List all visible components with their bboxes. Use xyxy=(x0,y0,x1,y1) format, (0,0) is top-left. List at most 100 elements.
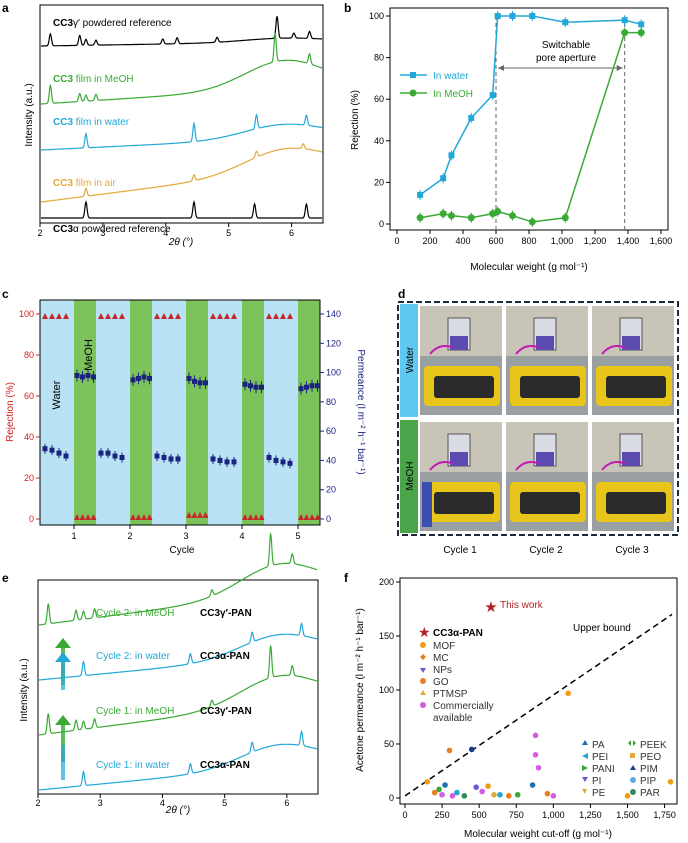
panel-f-point xyxy=(446,747,453,754)
panel-f-point xyxy=(468,746,475,753)
panel-c-perm-meoh-point xyxy=(80,374,85,380)
panel-d-tube xyxy=(429,345,455,355)
legend-mof-icon xyxy=(420,642,426,648)
panel-c-rej-water-point xyxy=(273,313,279,320)
panel-f-ylabel: Acetone permeance (l m⁻² h⁻¹ bar⁻¹) xyxy=(355,608,366,772)
panel-c-perm-meoh-point xyxy=(130,377,136,383)
panel-e-phase-2: CC3α-PAN xyxy=(200,651,250,662)
panel-c-perm-water-point xyxy=(63,453,69,459)
legend-mc: MC xyxy=(433,653,449,664)
panel-b-point-meoh xyxy=(528,218,536,226)
panel-c-perm-water-point xyxy=(168,456,174,462)
legend-peo-icon xyxy=(630,753,635,758)
panel-c-perm-meoh-point xyxy=(242,381,248,387)
panel-d-beaker-liquid xyxy=(536,336,554,350)
panel-a-trace-5 xyxy=(41,200,322,219)
panel-b-legend-meoh-marker xyxy=(409,89,417,97)
panel-b-xtick-label: 0 xyxy=(394,236,399,246)
panel-f-xtick-label: 0 xyxy=(402,810,407,820)
panel-f-point xyxy=(442,782,448,788)
panel-c-perm-meoh-point xyxy=(192,378,197,384)
panel-c-perm-meoh-point xyxy=(136,375,141,381)
panel-c-ytick-right-label: 0 xyxy=(326,514,331,524)
panel-f-point xyxy=(485,783,491,789)
panel-c-perm-meoh-point xyxy=(197,380,203,386)
panel-b-ytick-label: 60 xyxy=(374,94,384,104)
panel-c-band-water xyxy=(208,300,242,525)
panel-d: d Water MeOH Cycle 1 Cycle 2 Cycle 3 xyxy=(397,287,679,556)
panel-b-xtick-label: 600 xyxy=(488,236,503,246)
panel-c-rej-water-point xyxy=(287,313,293,320)
panel-c-ylabel-right: Permeance (l m⁻² h⁻¹ bar⁻¹) xyxy=(355,349,366,474)
panel-c-perm-meoh-point xyxy=(147,375,152,381)
panel-f-xtick-label: 1,000 xyxy=(542,810,565,820)
panel-c-rej-meoh-point xyxy=(298,513,304,520)
legend-peo: PEO xyxy=(640,752,661,763)
panel-c-ytick-left-label: 60 xyxy=(24,391,34,401)
panel-b-point-meoh xyxy=(447,212,455,220)
panel-d-beaker-liquid xyxy=(622,336,640,350)
panel-d-beaker-liquid xyxy=(450,452,468,466)
panel-c-perm-meoh-point xyxy=(91,374,96,380)
legend-pim-icon xyxy=(630,765,636,770)
panel-b-point-water xyxy=(638,21,645,28)
legend-commercial-1: Commercially xyxy=(433,701,494,712)
panel-e-arrow-shaft xyxy=(61,745,65,780)
legend-commercial-2: available xyxy=(433,713,473,724)
panel-b-xtick-label: 1,200 xyxy=(584,236,607,246)
panel-f-point xyxy=(624,793,631,799)
legend-go-icon xyxy=(420,678,426,684)
panel-a-trace-1 xyxy=(41,16,322,47)
panel-c-perm-water-point xyxy=(56,450,62,456)
legend-pe: PE xyxy=(592,788,606,799)
panel-c-rej-meoh-point xyxy=(191,511,198,518)
panel-c-rej-meoh-point xyxy=(309,513,315,520)
panel-b-point-water xyxy=(562,19,569,26)
panel-b-point-meoh xyxy=(439,210,447,218)
panel-f-point xyxy=(506,793,512,799)
panel-c-rej-meoh-point xyxy=(90,513,97,520)
panel-e-frame xyxy=(37,579,319,795)
panel-b-series-line-2 xyxy=(419,31,642,223)
panel-b-legend-water-marker xyxy=(410,72,416,78)
panel-e-trace-4 xyxy=(39,729,318,791)
panel-c-rej-meoh-point xyxy=(314,513,321,520)
panel-c-perm-meoh-point xyxy=(259,384,264,390)
panel-e-xtick-label: 2 xyxy=(35,798,40,808)
panel-f-this-work-star: ★ xyxy=(484,599,497,616)
panel-f-frame xyxy=(399,577,678,805)
panel-c-rej-meoh-point xyxy=(130,513,136,520)
panel-f-ytick-label: 100 xyxy=(379,685,394,695)
panel-a-trace-4 xyxy=(40,143,323,203)
panel-c-perm-water-point xyxy=(231,459,237,465)
panel-b-point-water xyxy=(440,175,447,182)
legend-pip-icon xyxy=(630,777,636,783)
legend-pa: PA xyxy=(592,740,605,751)
panel-c-perm-meoh-point xyxy=(203,380,208,386)
panel-a-frame xyxy=(39,4,324,224)
panel-f-point xyxy=(449,793,456,799)
panel-f-ytick-label: 50 xyxy=(384,739,394,749)
panel-c-perm-meoh-point xyxy=(74,373,80,378)
panel-c-rej-water-point xyxy=(280,313,286,320)
panel-b-frame xyxy=(389,7,669,231)
panel-c-rej-meoh-point xyxy=(141,513,147,520)
panel-b-axes: 0 200 400 600 800 1,000 1,200 1,400 1,600 0 20 40 60… xyxy=(369,11,672,246)
panel-f-point xyxy=(535,764,542,771)
panel-c-perm-water-point xyxy=(280,459,286,465)
panel-c-perm-meoh-point xyxy=(85,373,91,378)
panel-c-rej-water-point xyxy=(98,313,104,320)
panel-c-label: c xyxy=(2,287,9,301)
panel-a-ylabel: Intensity (a.u.) xyxy=(24,83,35,146)
panel-b-legend-meoh: In MeOH xyxy=(433,89,473,100)
panel-c-xtick-label: 5 xyxy=(295,531,300,541)
panel-e-phase-3: CC3γ′-PAN xyxy=(200,706,252,717)
panel-c-band-water xyxy=(264,300,298,525)
panel-e-xlabel: 2θ (°) xyxy=(165,805,190,816)
panel-a-trace-label-1: CC3γ′ powdered reference xyxy=(53,18,172,29)
panel-c-ytick-right-label: 60 xyxy=(326,426,336,436)
panel-d-photos xyxy=(420,306,674,531)
panel-a-trace-3 xyxy=(41,113,323,151)
panel-e-arrow-head xyxy=(55,652,71,662)
